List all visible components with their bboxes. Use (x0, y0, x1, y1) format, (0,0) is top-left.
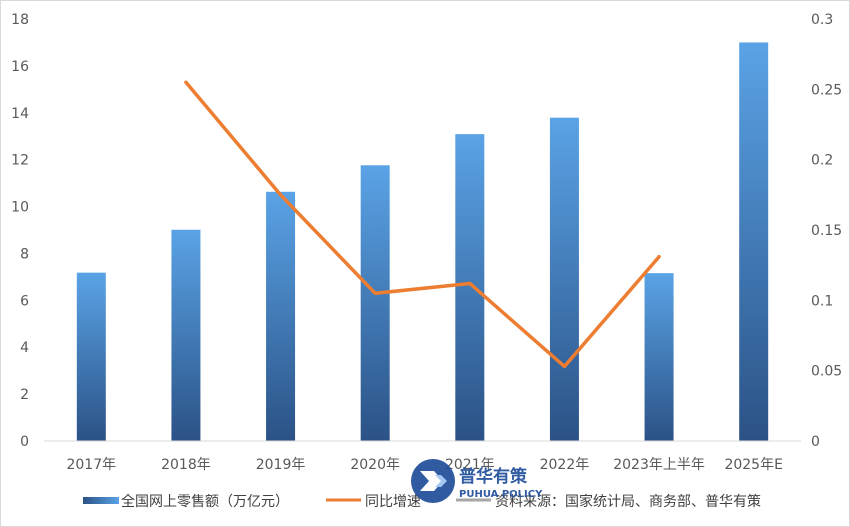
legend-swatch-bar (83, 497, 119, 504)
logo-chevron-small-icon (435, 475, 447, 487)
x-tick-label: 2022年 (540, 457, 590, 473)
bar (171, 229, 201, 441)
legend: 全国网上零售额（万亿元） 同比增速 资料来源：国家统计局、商务部、普华有策 (83, 493, 761, 510)
left-tick-label: 18 (11, 12, 29, 28)
growth-point (279, 193, 283, 197)
right-tick-label: 0.2 (811, 153, 833, 169)
watermark-logo: 普华有策 PUHUA POLICY (411, 459, 543, 503)
x-tick-label: 2017年 (66, 457, 116, 473)
x-tick-label: 2018年 (161, 457, 211, 473)
growth-point (373, 291, 377, 295)
growth-line (184, 80, 661, 369)
left-axis: 0 2 4 6 8 10 12 14 16 18 (11, 12, 29, 450)
x-tick-label: 2020年 (350, 457, 400, 473)
x-tick-label: 2025年E (724, 457, 782, 473)
legend-label-line: 同比增速 (365, 494, 421, 510)
left-tick-label: 14 (11, 106, 29, 122)
growth-point (657, 255, 661, 259)
right-tick-label: 0.25 (811, 82, 842, 98)
right-tick-label: 0.15 (811, 223, 842, 239)
left-tick-label: 2 (20, 387, 29, 403)
line-series (184, 80, 661, 369)
left-tick-label: 16 (11, 59, 29, 75)
watermark-name-en: PUHUA POLICY (459, 489, 543, 500)
left-tick-label: 6 (20, 293, 29, 309)
x-axis-labels: 2017年 2018年 2019年 2020年 2021年 2022年 2023年上半年 20… (66, 457, 782, 473)
legend-label-source: 资料来源：国家统计局、商务部、普华有策 (495, 493, 761, 510)
left-tick-label: 0 (20, 434, 29, 450)
bar (549, 117, 579, 441)
right-tick-label: 0.3 (811, 12, 833, 28)
left-tick-label: 8 (20, 246, 29, 262)
bar-series (76, 42, 769, 441)
watermark-name-cn: 普华有策 (459, 466, 528, 487)
left-tick-label: 12 (11, 153, 29, 169)
right-axis: 0 0.05 0.1 0.15 0.2 0.25 0.3 (811, 12, 842, 450)
bar (455, 134, 485, 441)
left-tick-label: 4 (20, 340, 29, 356)
bar (76, 272, 106, 441)
bar (644, 273, 674, 441)
growth-point (468, 281, 472, 285)
growth-point (184, 80, 188, 84)
right-tick-label: 0 (811, 434, 820, 450)
x-tick-label: 2023年上半年 (613, 457, 705, 473)
bar (266, 191, 296, 441)
x-tick-label: 2021年 (445, 457, 495, 473)
bar (360, 165, 390, 441)
growth-point (562, 364, 566, 368)
right-tick-label: 0.05 (811, 364, 842, 380)
left-tick-label: 10 (11, 200, 29, 216)
x-tick-label: 2019年 (256, 457, 306, 473)
legend-label-bar: 全国网上零售额（万亿元） (121, 493, 289, 510)
bar (739, 42, 769, 441)
right-tick-label: 0.1 (811, 293, 833, 309)
